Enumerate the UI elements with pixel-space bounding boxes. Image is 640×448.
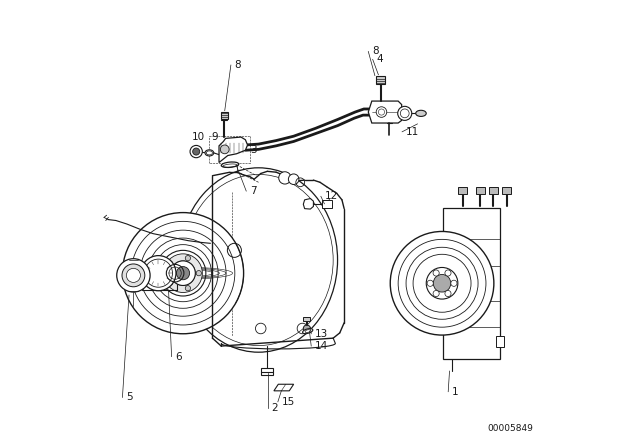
Circle shape bbox=[376, 107, 387, 117]
Text: 11: 11 bbox=[406, 127, 419, 137]
Circle shape bbox=[390, 232, 494, 335]
Circle shape bbox=[141, 256, 176, 291]
Circle shape bbox=[445, 290, 451, 297]
Circle shape bbox=[426, 267, 458, 299]
Circle shape bbox=[193, 148, 200, 155]
Text: 8: 8 bbox=[372, 47, 378, 56]
Circle shape bbox=[303, 325, 310, 332]
Circle shape bbox=[164, 254, 202, 293]
Polygon shape bbox=[219, 137, 248, 163]
Ellipse shape bbox=[205, 150, 214, 156]
Ellipse shape bbox=[416, 110, 426, 116]
Text: 10: 10 bbox=[192, 132, 205, 142]
Circle shape bbox=[122, 213, 244, 334]
Circle shape bbox=[279, 172, 291, 184]
Bar bbox=[221, 112, 228, 119]
Circle shape bbox=[289, 174, 299, 185]
Circle shape bbox=[116, 258, 150, 292]
Text: 8: 8 bbox=[234, 60, 241, 70]
Ellipse shape bbox=[303, 328, 313, 334]
Bar bbox=[443, 208, 500, 359]
Ellipse shape bbox=[179, 168, 337, 352]
Circle shape bbox=[433, 275, 451, 292]
Ellipse shape bbox=[221, 162, 239, 168]
Text: 6: 6 bbox=[175, 352, 182, 362]
Circle shape bbox=[168, 280, 173, 285]
Circle shape bbox=[122, 264, 145, 287]
Circle shape bbox=[220, 145, 229, 154]
Polygon shape bbox=[274, 384, 294, 391]
Text: 9: 9 bbox=[211, 132, 218, 142]
Polygon shape bbox=[303, 198, 314, 209]
Text: 5: 5 bbox=[126, 392, 132, 402]
Bar bbox=[489, 187, 498, 194]
Bar bbox=[376, 76, 385, 84]
Text: 13: 13 bbox=[315, 329, 328, 339]
Polygon shape bbox=[368, 101, 402, 123]
Text: 4: 4 bbox=[376, 54, 383, 65]
Bar bbox=[322, 200, 332, 208]
Circle shape bbox=[445, 270, 451, 276]
Circle shape bbox=[168, 261, 173, 267]
Text: 00005849: 00005849 bbox=[487, 423, 533, 433]
Bar bbox=[476, 187, 484, 194]
Text: 12: 12 bbox=[324, 191, 338, 201]
Circle shape bbox=[433, 270, 439, 276]
Text: 15: 15 bbox=[282, 397, 294, 407]
Text: 3: 3 bbox=[251, 145, 257, 155]
Circle shape bbox=[397, 106, 412, 121]
Bar bbox=[261, 367, 273, 375]
Text: 7: 7 bbox=[250, 186, 257, 196]
Circle shape bbox=[185, 255, 191, 261]
Circle shape bbox=[433, 290, 439, 297]
Circle shape bbox=[171, 261, 195, 285]
Bar bbox=[495, 336, 504, 347]
Circle shape bbox=[126, 268, 140, 282]
Text: 14: 14 bbox=[315, 341, 328, 351]
Circle shape bbox=[185, 285, 191, 291]
Circle shape bbox=[196, 271, 202, 276]
Circle shape bbox=[427, 280, 433, 286]
Circle shape bbox=[451, 280, 457, 286]
Bar bbox=[502, 187, 511, 194]
Text: 2: 2 bbox=[272, 402, 278, 413]
Bar bbox=[458, 187, 467, 194]
Circle shape bbox=[190, 146, 202, 158]
Text: 1: 1 bbox=[452, 387, 458, 397]
Bar bbox=[303, 317, 310, 321]
Circle shape bbox=[177, 267, 189, 280]
